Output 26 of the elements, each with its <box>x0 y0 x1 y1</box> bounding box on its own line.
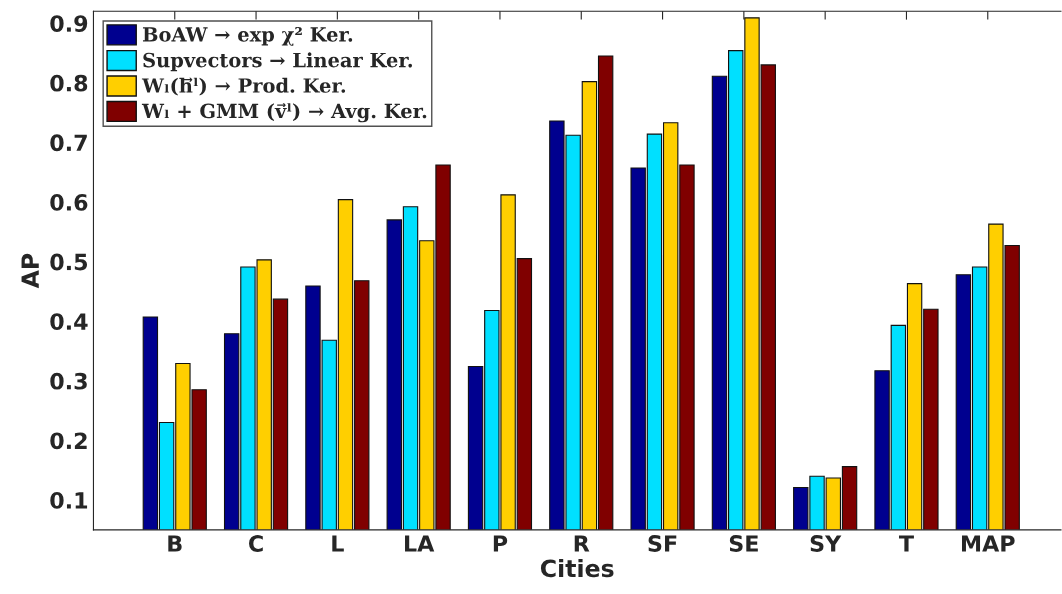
y-tick-label: 0.6 <box>50 193 88 211</box>
y-tick-label: 0.7 <box>50 134 87 152</box>
x-tick-label: P <box>493 535 508 552</box>
x-tick-label: C <box>249 535 263 552</box>
y-tick-label: 0.9 <box>50 15 88 32</box>
y-tick-label: 0.8 <box>50 74 88 92</box>
x-tick-label: MAP <box>962 535 1015 552</box>
x-tick-label: SE <box>729 535 758 552</box>
y-tick-label: 0.1 <box>50 492 88 509</box>
x-tick-label: LA <box>405 535 435 552</box>
x-tick-label: SY <box>810 535 842 552</box>
x-axis-title: Cities <box>540 558 614 578</box>
y-axis-title: AP <box>21 253 39 289</box>
legend-label: Wₗ + GMM (v⃗ˡ) → Avg. Ker. <box>141 103 427 123</box>
legend-label: BoAW → exp χ² Ker. <box>142 26 353 46</box>
y-tick-label: 0.2 <box>50 432 87 450</box>
y-tick-label: 0.4 <box>50 313 88 330</box>
x-tick-label: R <box>574 535 590 552</box>
y-tick-label: 0.3 <box>50 372 87 390</box>
x-tick-label: L <box>332 535 344 552</box>
x-tick-label: T <box>898 535 914 552</box>
x-tick-label: SF <box>648 535 677 552</box>
x-tick-label: B <box>168 535 182 552</box>
legend-label: Supvectors → Linear Ker. <box>143 52 412 72</box>
y-tick-label: 0.5 <box>50 253 88 271</box>
legend-label: Wₗ(h⃗ˡ) → Prod. Ker. <box>141 77 346 96</box>
